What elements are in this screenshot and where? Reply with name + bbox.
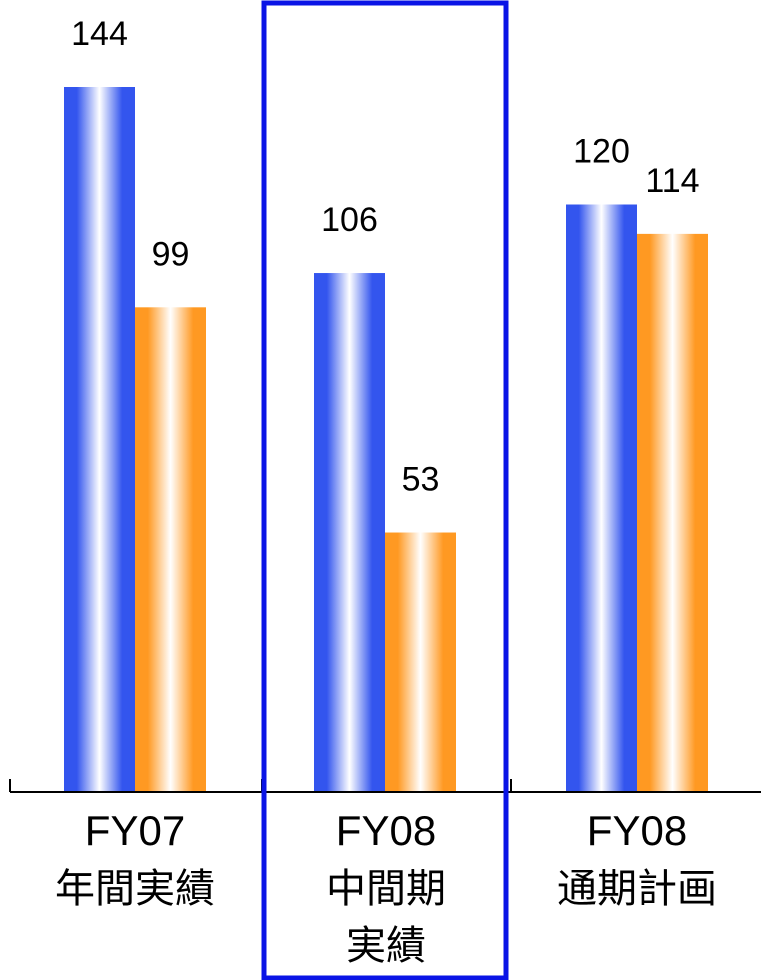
category-label-cat3-line1: FY08 [587, 807, 687, 854]
category-label-cat2-line2: 中間期 [326, 866, 446, 912]
bar-series2-cat2 [385, 532, 456, 792]
category-label-cat3-line2: 通期計画 [557, 866, 717, 912]
bar-series1-cat2 [314, 273, 385, 793]
category-label-cat2-line3: 実績 [346, 923, 426, 969]
highlight-box [261, 0, 509, 980]
category-label-cat1-line2: 年間実績 [55, 866, 215, 912]
bar-series2-cat3 [637, 233, 708, 792]
bar-series1-cat3 [566, 204, 637, 792]
category-label-cat2-line1: FY08 [336, 807, 436, 854]
data-label-series1-cat2: 106 [321, 201, 378, 239]
data-label-series1-cat3: 120 [573, 133, 630, 171]
bar-series1-cat1 [64, 87, 135, 792]
category-label-cat1-line1: FY07 [85, 807, 185, 854]
data-label-series2-cat3: 114 [645, 162, 699, 200]
data-label-series2-cat2: 53 [402, 461, 440, 499]
data-label-series1-cat1: 144 [71, 15, 128, 53]
data-label-series2-cat1: 99 [152, 235, 190, 273]
bar-series2-cat1 [135, 307, 206, 792]
